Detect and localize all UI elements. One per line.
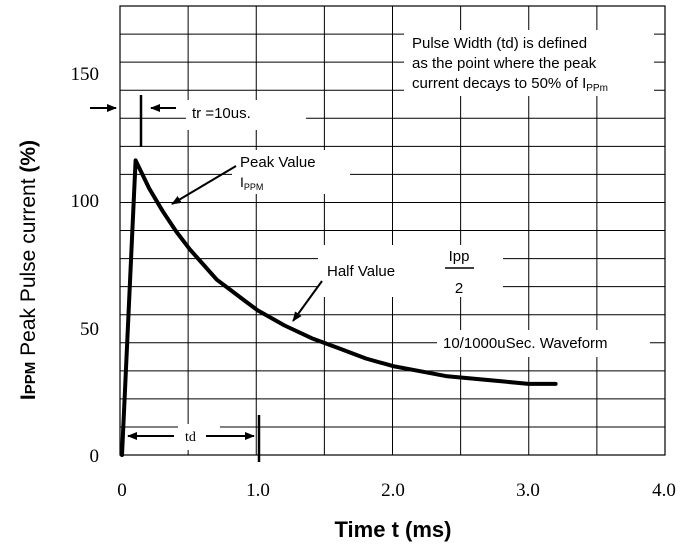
x-tick-label: 4.0 [652, 480, 676, 501]
annotation-texts: Pulse Width (td) is defined as the point… [185, 35, 608, 445]
x-tick-label: 0 [117, 480, 127, 501]
annotation-background [232, 150, 350, 194]
y-tick-label: 0 [90, 446, 100, 467]
pulse-width-note-line-3: current decays to 50% of IPPm [412, 75, 608, 94]
annotation-background [186, 100, 306, 130]
y-tick-label: 100 [71, 191, 100, 212]
peak-value-label: Peak Value [240, 154, 316, 171]
y-axis-label: IPPM Peak Pulse current (%) [17, 140, 40, 400]
x-tick-label: 1.0 [246, 480, 270, 501]
td-label: td [185, 430, 196, 445]
ipp-denominator: 2 [455, 280, 463, 297]
y-tick-label: 50 [80, 319, 99, 340]
plot-frame [119, 5, 666, 456]
x-tick-label: 2.0 [381, 480, 405, 501]
pulse-current-curve [120, 158, 558, 457]
x-tick-label: 3.0 [516, 480, 540, 501]
x-tick-labels: 0 1.0 2.0 3.0 4.0 [117, 480, 676, 501]
half-value-label: Half Value [327, 263, 395, 280]
rise-time-label: tr =10us. [192, 105, 251, 122]
x-axis-label: Time t (ms) [335, 517, 452, 542]
annotation-background [404, 30, 654, 96]
pulse-width-note-line-2: as the point where the peak [412, 55, 597, 72]
peak-value-arrow [171, 165, 237, 205]
peak-current-label: IPPM [240, 174, 263, 192]
pulse-width-note-line-1: Pulse Width (td) is defined [412, 35, 587, 52]
plot-border [119, 5, 666, 456]
series-layer [120, 158, 558, 457]
waveform-label: 10/1000uSec. Waveform [443, 335, 608, 352]
half-value-arrow [292, 280, 323, 322]
annotations-layer [90, 30, 654, 462]
annotation-background [437, 330, 650, 357]
ipp-numerator: Ipp [449, 248, 470, 265]
y-tick-labels: 0 50 100 150 [71, 64, 100, 467]
annotation-background [318, 245, 503, 297]
y-tick-label: 150 [71, 64, 100, 85]
